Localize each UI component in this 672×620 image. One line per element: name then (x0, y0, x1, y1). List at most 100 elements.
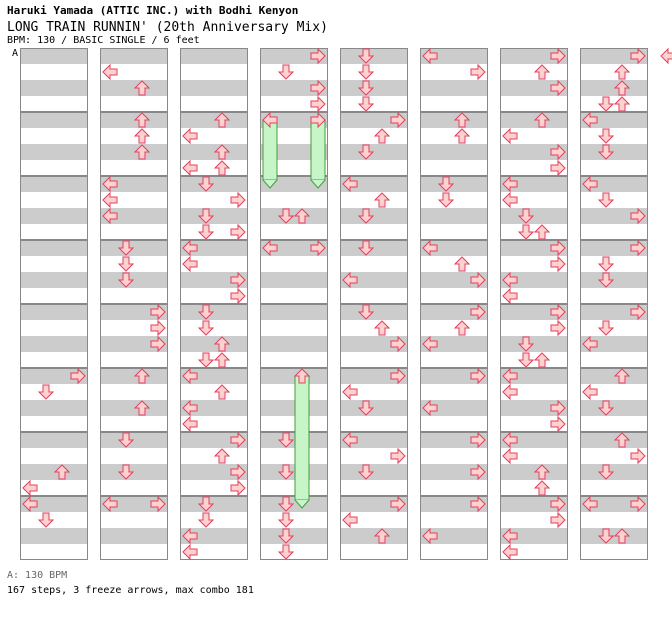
arrow-down-icon (357, 400, 375, 416)
beat-stripe (580, 336, 648, 352)
arrow-left-icon (502, 447, 518, 465)
arrow-up-icon (613, 368, 631, 384)
measure-frame (260, 432, 328, 496)
beat-stripe (340, 368, 408, 384)
arrow-up-icon (133, 368, 151, 384)
beat-stripe (420, 48, 488, 64)
arrow-right-icon (150, 335, 166, 353)
beat-stripe (100, 240, 168, 256)
measure-frame (500, 432, 568, 496)
beat-stripe (100, 304, 168, 320)
arrow-down-icon (597, 528, 615, 544)
measure-frame (20, 176, 88, 240)
arrow-right-icon (390, 495, 406, 513)
beat-stripe (260, 304, 328, 320)
measure-frame (100, 48, 168, 112)
measure-frame (260, 368, 328, 432)
beat-stripe (100, 400, 168, 416)
arrow-left-icon (582, 495, 598, 513)
arrow-right-icon (470, 303, 486, 321)
beat-stripe (100, 496, 168, 512)
beat-stripe (20, 304, 88, 320)
measure-frame (180, 48, 248, 112)
arrow-left-icon (22, 495, 38, 513)
arrow-up-icon (533, 480, 551, 496)
beat-stripe (580, 368, 648, 384)
beat-stripe (580, 240, 648, 256)
arrow-right-icon (390, 367, 406, 385)
arrow-up-icon (373, 192, 391, 208)
song-title: LONG TRAIN RUNNIN' (20th Anniversary Mix… (7, 20, 328, 35)
beat-stripe (580, 48, 648, 64)
measure-frame (420, 176, 488, 240)
bpm-legend: A: 130 BPM (7, 570, 68, 581)
measure-frame (420, 496, 488, 560)
arrow-down-icon (277, 64, 295, 80)
arrow-up-icon (373, 320, 391, 336)
arrow-right-icon (70, 367, 86, 385)
beat-stripe (420, 496, 488, 512)
beat-stripe (20, 240, 88, 256)
arrow-left-icon (182, 255, 198, 273)
measure-frame (20, 240, 88, 304)
arrow-down-icon (117, 272, 135, 288)
arrow-down-icon (357, 304, 375, 320)
arrow-left-icon (422, 335, 438, 353)
arrow-right-icon (630, 239, 646, 257)
arrow-right-icon (470, 367, 486, 385)
beat-stripe (180, 368, 248, 384)
beat-stripe (340, 432, 408, 448)
beat-stripe (340, 240, 408, 256)
measure-frame (20, 48, 88, 112)
measure-frame (580, 368, 648, 432)
measure-frame (100, 112, 168, 176)
arrow-left-icon (342, 271, 358, 289)
arrow-up-icon (133, 80, 151, 96)
beat-stripe (500, 48, 568, 64)
arrow-down-icon (277, 528, 295, 544)
beat-stripe (580, 176, 648, 192)
arrow-up-icon (213, 384, 231, 400)
arrow-right-icon (470, 271, 486, 289)
beat-stripe (20, 336, 88, 352)
arrow-left-icon (182, 159, 198, 177)
beat-stripe (260, 208, 328, 224)
freeze-tail (294, 499, 310, 509)
beat-stripe (260, 80, 328, 96)
arrow-down-icon (357, 208, 375, 224)
beat-stripe (340, 144, 408, 160)
beat-stripe (420, 368, 488, 384)
beat-stripe (180, 464, 248, 480)
arrow-left-icon (262, 239, 278, 257)
measure-frame (420, 240, 488, 304)
arrow-down-icon (197, 208, 215, 224)
arrow-right-icon (550, 415, 566, 433)
beat-stripe (340, 112, 408, 128)
arrow-right-icon (230, 287, 246, 305)
arrow-down-icon (597, 320, 615, 336)
arrow-up-icon (453, 256, 471, 272)
beat-stripe (500, 208, 568, 224)
beat-stripe (580, 432, 648, 448)
beat-stripe (340, 400, 408, 416)
arrow-left-icon (582, 335, 598, 353)
beat-stripe (180, 176, 248, 192)
beat-stripe (20, 496, 88, 512)
arrow-right-icon (310, 95, 326, 113)
arrow-up-icon (213, 352, 231, 368)
arrow-down-icon (437, 192, 455, 208)
beat-stripe (20, 208, 88, 224)
arrow-right-icon (230, 431, 246, 449)
measure-frame (580, 496, 648, 560)
arrow-up-icon (453, 128, 471, 144)
beat-stripe (260, 336, 328, 352)
arrow-left-icon (262, 111, 278, 129)
arrow-right-icon (630, 303, 646, 321)
beat-stripe (420, 464, 488, 480)
arrow-down-icon (597, 464, 615, 480)
beat-stripe (500, 464, 568, 480)
beat-stripe (260, 272, 328, 288)
beat-stripe (580, 528, 648, 544)
beat-stripe (20, 144, 88, 160)
